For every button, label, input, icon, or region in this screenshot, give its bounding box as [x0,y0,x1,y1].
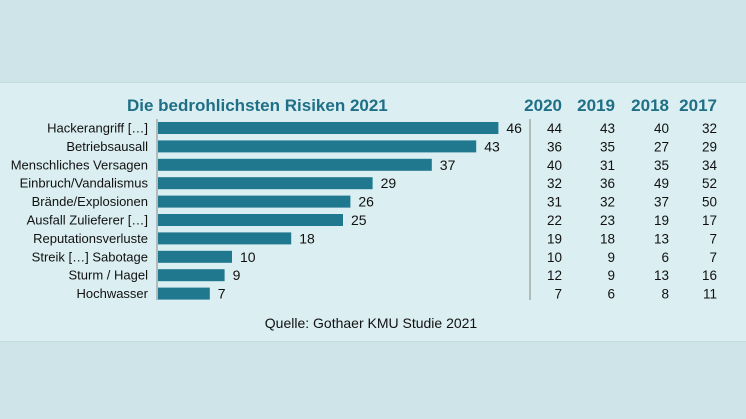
source-note: Quelle: Gothaer KMU Studie 2021 [265,315,478,331]
table-cell: 36 [547,139,562,154]
bar [158,287,210,300]
table-cell: 19 [654,213,669,228]
table-cell: 32 [547,176,562,191]
table-cell: 19 [547,231,562,246]
bar-value-label: 18 [299,230,315,246]
table-cell: 52 [702,176,717,191]
bar-value-label: 26 [358,194,374,210]
table-cell: 43 [600,121,615,136]
table-cell: 18 [600,231,615,246]
bar-value-label: 29 [381,175,397,191]
table-cell: 31 [547,195,562,210]
table-cell: 6 [607,287,615,302]
category-label: Betriebsausall [66,139,148,154]
bar-value-label: 7 [218,286,226,302]
category-label: Einbruch/Vandalismus [20,176,149,191]
table-cell: 35 [600,139,615,154]
bar [158,177,373,190]
table-cell: 13 [654,268,669,283]
category-label: Reputationsverluste [33,231,148,246]
table-cell: 35 [654,158,669,173]
table-cell: 7 [709,250,717,265]
table-cell: 13 [654,231,669,246]
table-cell: 31 [600,158,615,173]
bar-value-label: 9 [233,267,241,283]
bar [158,122,499,134]
category-label: Streik […] Sabotage [32,249,148,264]
table-cell: 40 [547,158,562,173]
table-cell: 7 [709,231,717,246]
table-cell: 9 [607,250,615,265]
bar-value-labels: 46 43 37 29 26 25 18 10 97 [218,120,522,302]
table-cell: 44 [547,121,563,136]
table-cell: 6 [661,250,669,265]
category-label: Sturm / Hagel [69,268,149,283]
year-header-2018: 2018 [631,96,669,115]
table-cell: 11 [703,287,717,302]
year-header-2017: 2017 [679,96,717,115]
bar-value-label: 10 [240,249,256,265]
category-label: Ausfall Zulieferer […] [27,213,148,228]
table-year-headers: 2020 2019 2018 2017 [524,96,717,115]
bar-value-label: 25 [351,212,367,228]
bar-value-label: 43 [484,138,500,154]
category-labels: Hackerangriff […] Betriebsausall Menschlic… [11,121,149,302]
table-cell: 17 [702,213,717,228]
bar [158,250,232,263]
table-cell: 22 [547,213,562,228]
table-cell: 49 [654,176,669,191]
table-cell: 34 [702,158,718,173]
year-header-2019: 2019 [577,96,615,115]
bar [158,140,477,153]
table-cell: 23 [600,213,615,228]
bars [158,122,499,300]
table-cell: 7 [554,287,562,302]
bar [158,214,343,226]
category-label: Menschliches Versagen [11,157,148,172]
table-cell: 12 [547,268,562,283]
category-label: Hackerangriff […] [47,121,148,136]
table-cell: 32 [600,195,615,210]
bar-value-label: 46 [506,120,522,136]
table-cell: 8 [661,287,669,302]
table-cell: 10 [547,250,562,265]
table-cell: 9 [607,268,615,283]
table-cell: 32 [702,121,717,136]
bar-value-label: 37 [440,157,456,173]
table-cell: 27 [654,139,669,154]
bar [158,269,225,282]
bar [158,195,351,208]
category-label: Brände/Explosionen [32,194,148,209]
table-cell: 36 [600,176,615,191]
history-table: 44 43 40 32 36 35 27 29 40 31 35 34 32 36 49 52 31 32 37 50… [547,121,718,302]
table-cell: 50 [702,195,717,210]
year-header-2020: 2020 [524,96,562,115]
table-cell: 16 [702,268,717,283]
table-cell: 40 [654,121,669,136]
category-label: Hochwasser [76,286,148,301]
table-cell: 29 [702,139,717,154]
chart-title: Die bedrohlichsten Risiken 2021 [127,96,388,115]
bar [158,158,432,171]
table-cell: 37 [654,195,669,210]
bar [158,232,292,245]
